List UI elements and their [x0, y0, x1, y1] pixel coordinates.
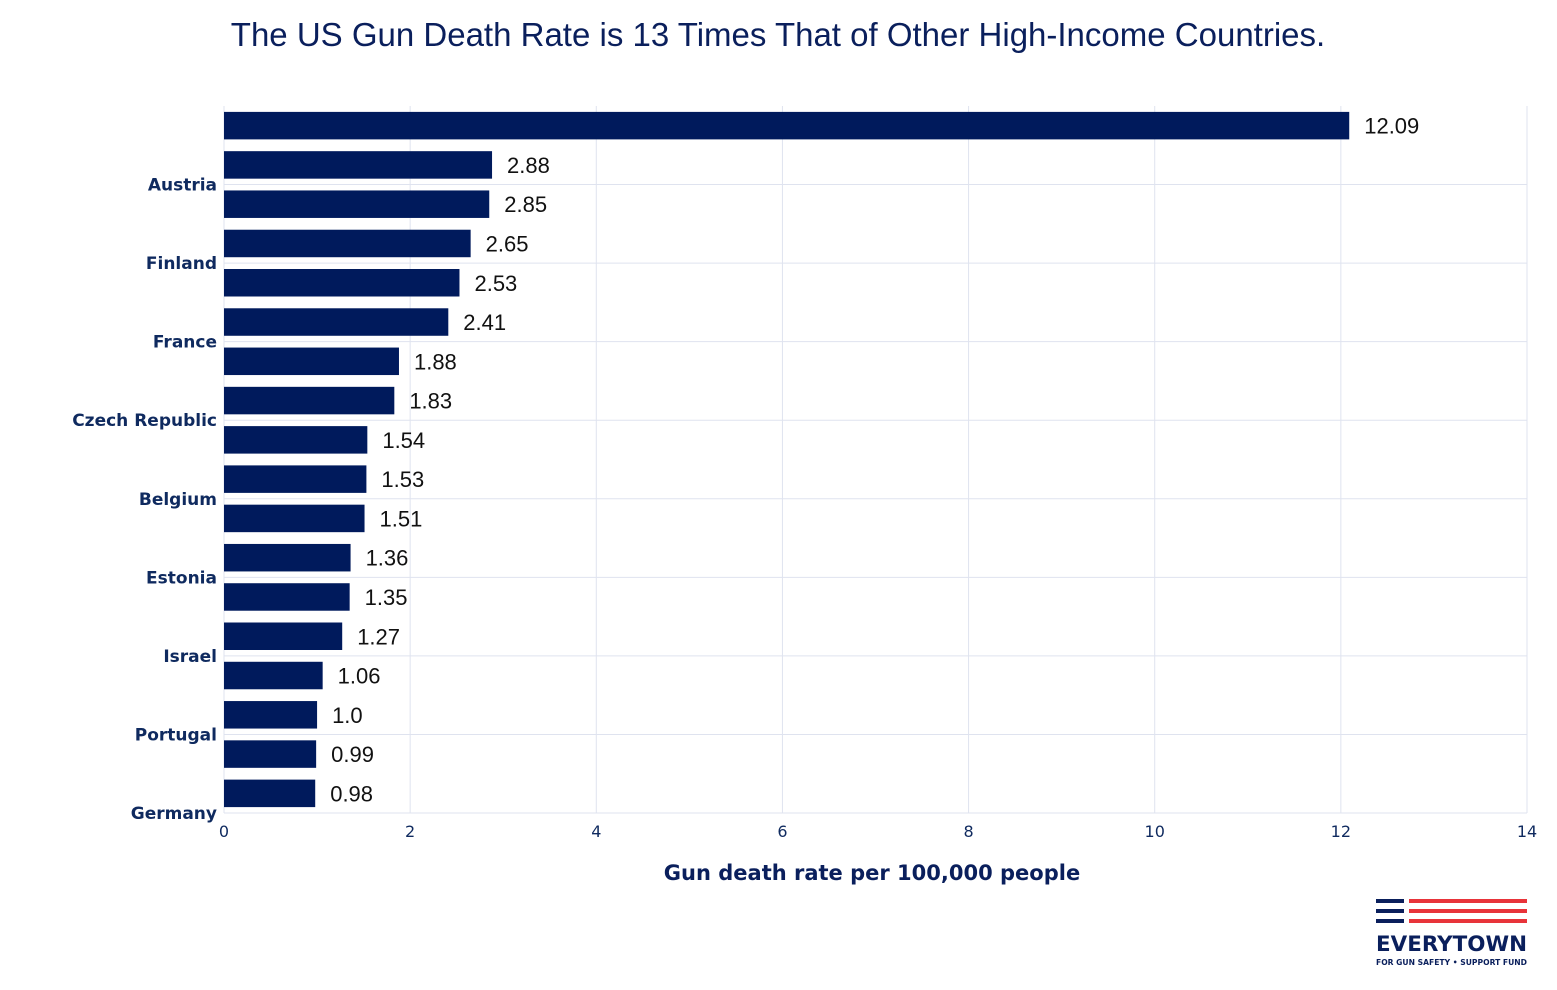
- data-label: 1.06: [338, 664, 381, 689]
- data-label: 1.83: [409, 389, 452, 414]
- y-tick-label: Czech Republic: [72, 411, 217, 431]
- y-tick-label: Estonia: [146, 568, 217, 588]
- data-label: 2.41: [463, 310, 506, 335]
- grid-lines: [223, 106, 1528, 814]
- data-label: 12.09: [1364, 114, 1419, 139]
- bar: [224, 308, 449, 336]
- bar: [224, 504, 365, 533]
- bar: [224, 190, 490, 218]
- bar: [224, 229, 471, 258]
- x-tick-label: 12: [1331, 822, 1351, 841]
- bar: [224, 701, 318, 729]
- y-tick-label: France: [153, 333, 217, 353]
- bar: [224, 386, 395, 415]
- logo-tagline: FOR GUN SAFETY • SUPPORT FUND: [1376, 958, 1527, 967]
- data-label: 1.35: [365, 585, 408, 610]
- x-axis-label: Gun death rate per 100,000 people: [664, 861, 1080, 885]
- logo-stripe: [1409, 899, 1527, 903]
- data-label: 1.27: [357, 624, 400, 649]
- data-label: 1.88: [414, 349, 457, 374]
- data-label: 2.53: [474, 271, 517, 296]
- bar: [224, 583, 350, 611]
- y-tick-label: Portugal: [135, 725, 217, 745]
- bar: [224, 426, 368, 454]
- data-label: 0.99: [331, 742, 374, 767]
- everytown-logo: EVERYTOWN FOR GUN SAFETY • SUPPORT FUND: [1376, 899, 1527, 967]
- bar: [224, 269, 460, 297]
- x-tick-label: 2: [405, 822, 415, 841]
- y-axis-tick-labels: Austria Finland France Czech Republic Belgiu…: [72, 176, 217, 824]
- data-label: 2.85: [504, 192, 547, 217]
- y-tick-label: Finland: [146, 254, 217, 274]
- bar: [224, 347, 399, 376]
- x-axis-tick-labels: 0 2 4 6 8 10 12 14: [219, 822, 1537, 841]
- data-label: 1.53: [381, 467, 424, 492]
- bar: [224, 779, 316, 808]
- bar: [224, 151, 493, 179]
- data-label: 0.98: [330, 781, 373, 806]
- x-tick-label: 14: [1517, 822, 1537, 841]
- logo-name: EVERYTOWN: [1376, 932, 1527, 956]
- bar: [224, 111, 1350, 140]
- data-label: 2.65: [486, 231, 529, 256]
- logo-stripe: [1376, 919, 1404, 923]
- x-tick-label: 6: [777, 822, 787, 841]
- y-tick-label: Belgium: [139, 490, 217, 510]
- y-tick-label: Austria: [148, 176, 217, 196]
- y-tick-label: Israel: [163, 647, 217, 667]
- x-tick-label: 8: [963, 822, 973, 841]
- data-label: 1.36: [366, 546, 409, 571]
- x-tick-label: 0: [219, 822, 229, 841]
- logo-stripe: [1409, 909, 1527, 913]
- bar: [224, 622, 343, 650]
- data-labels: 12.09 2.88 2.85 2.65 2.53 2.411.88 1.83 1.54 1.5…: [330, 114, 1419, 807]
- x-tick-label: 4: [591, 822, 601, 841]
- bar: [224, 661, 323, 690]
- bars: [224, 111, 1350, 808]
- logo-stripe: [1409, 919, 1527, 923]
- bar: [224, 465, 367, 493]
- bar: [224, 543, 351, 572]
- logo-stripe: [1376, 909, 1404, 913]
- chart-title: The US Gun Death Rate is 13 Times That o…: [231, 16, 1325, 53]
- logo-stripe: [1376, 899, 1404, 903]
- x-tick-label: 10: [1145, 822, 1165, 841]
- bar: [224, 740, 317, 768]
- data-label: 1.51: [380, 506, 423, 531]
- data-label: 1.54: [382, 428, 425, 453]
- data-label: 1.0: [332, 703, 363, 728]
- y-tick-label: Germany: [131, 804, 217, 824]
- data-label: 2.88: [507, 153, 550, 178]
